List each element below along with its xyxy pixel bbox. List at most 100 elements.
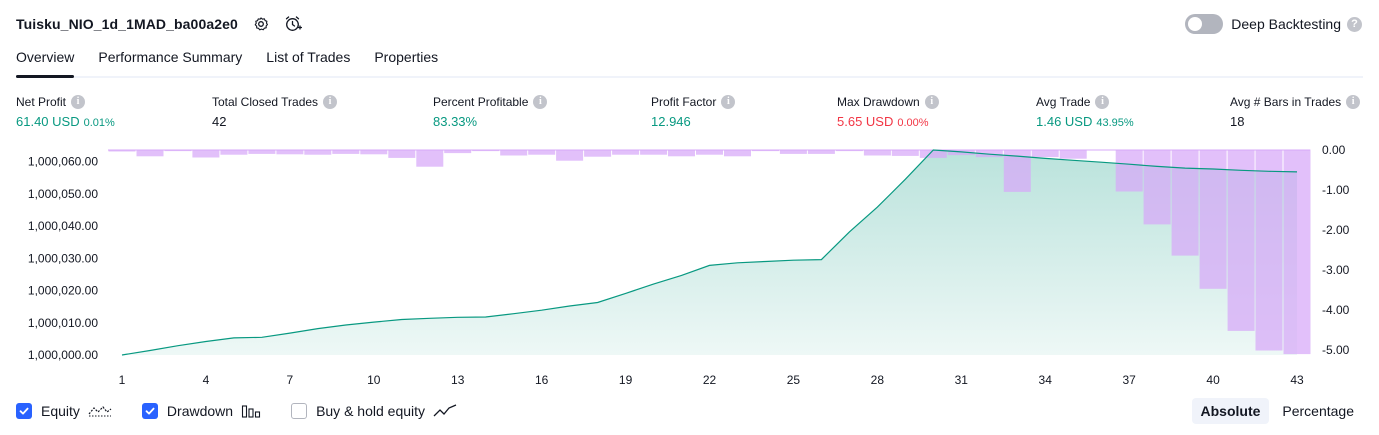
metric-label: Avg Trade [1036,94,1091,109]
mode-absolute[interactable]: Absolute [1191,398,1270,424]
drawdown-bar [416,149,444,167]
drawdown-bar [863,149,891,156]
toggle-knob [1188,17,1203,31]
drawdown-bar [136,149,164,157]
metric-label: Avg # Bars in Trades [1230,94,1342,109]
y-left-tick-label: 1,000,020.00 [28,284,98,298]
drawdown-bar [668,149,695,157]
x-tick-label: 19 [619,373,633,387]
info-icon[interactable]: i [323,94,338,109]
deep-backtesting-toggle[interactable] [1185,14,1224,34]
x-tick-label: 10 [367,373,381,387]
drawdown-bar [248,149,276,154]
equity-area [122,150,1297,355]
x-tick-label: 34 [1039,373,1053,387]
metric-value: 18 [1230,114,1245,129]
drawdown-bar [556,149,584,161]
x-tick-label: 43 [1290,373,1304,387]
y-right-tick-label: 0.00 [1322,143,1346,157]
drawdown-bar [1199,149,1227,289]
help-icon[interactable]: ? [1347,16,1362,32]
drawdown-bar [500,149,528,156]
drawdown-bar [1227,149,1255,331]
metric-total-closed-trades: Total Closed Trades i 42 [212,94,338,130]
drawdown-bar [360,149,388,155]
drawdown-bar [612,149,640,155]
y-right-tick-label: -3.00 [1322,263,1350,277]
equity-line-icon [88,403,112,419]
info-icon[interactable]: i [71,94,86,109]
metric-label: Percent Profitable [433,94,529,109]
drawdown-bar [1031,149,1059,158]
metric-percent-profitable: Percent Profitable i 83.33% [433,94,548,130]
strategy-header: Tuisku_NIO_1d_1MAD_ba00a2e0 [16,13,302,35]
metric-label: Total Closed Trades [212,94,319,109]
drawdown-bar [528,149,556,155]
drawdown-checkbox[interactable] [141,403,158,419]
drawdown-bars-icon [241,403,261,419]
metric-avg-bars-in-trades: Avg # Bars in Trades i 18 [1230,94,1361,130]
drawdown-bar [1115,149,1143,192]
info-icon[interactable]: i [1095,94,1110,109]
drawdown-bar [584,149,612,157]
info-icon[interactable]: i [533,94,548,109]
metric-avg-trade: Avg Trade i 1.46 USD 43.95% [1036,94,1134,130]
add-alert-icon[interactable] [284,15,302,33]
drawdown-bar [276,149,304,155]
metric-label: Profit Factor [651,94,717,109]
y-right-tick-label: -5.00 [1322,343,1350,357]
x-tick-label: 25 [787,373,801,387]
x-tick-label: 4 [203,373,210,387]
drawdown-bar [724,149,751,157]
settings-icon[interactable] [252,15,270,33]
drawdown-bar [779,149,807,154]
tab-properties[interactable]: Properties [374,49,439,65]
equity-checkbox[interactable] [16,403,32,419]
strategy-title: Tuisku_NIO_1d_1MAD_ba00a2e0 [16,16,238,32]
drawdown-bar [304,149,332,155]
metric-profit-factor: Profit Factor i 12.946 [651,94,736,130]
drawdown-bar [192,149,220,158]
deep-backtesting: Deep Backtesting ? [1185,13,1362,35]
y-right-tick-label: -2.00 [1322,223,1350,237]
drawdown-bar [332,149,360,154]
metric-value: 1.46 USD [1036,114,1093,129]
drawdown-bar [975,149,1003,158]
x-tick-label: 1 [119,373,126,387]
metric-value: 61.40 USD [16,114,80,129]
legend-equity[interactable]: Equity [16,403,112,419]
x-tick-label: 7 [287,373,294,387]
tab-list-of-trades[interactable]: List of Trades [266,49,351,65]
legend-label: Buy & hold equity [316,403,426,419]
drawdown-bar [1283,149,1311,355]
y-left-tick-label: 1,000,050.00 [28,187,98,201]
drawdown-bar [1255,149,1283,351]
drawdown-bar [640,149,668,155]
y-right-tick-label: -1.00 [1322,183,1350,197]
metric-label: Max Drawdown [837,94,920,109]
buy-hold-checkbox[interactable] [291,403,308,419]
legend-drawdown[interactable]: Drawdown [141,403,261,419]
y-left-tick-label: 1,000,010.00 [28,316,98,330]
drawdown-bar [444,149,472,154]
metric-sub-value: 0.01% [83,117,115,129]
info-icon[interactable]: i [1346,94,1361,109]
tab-overview[interactable]: Overview [16,48,75,78]
x-tick-label: 28 [871,373,885,387]
metric-max-drawdown: Max Drawdown i 5.65 USD 0.00% [837,94,939,130]
mode-percentage[interactable]: Percentage [1282,403,1354,419]
info-icon[interactable]: i [721,94,736,109]
buy-hold-line-icon [433,403,457,419]
y-left-tick-label: 1,000,040.00 [28,219,98,233]
metric-sub-value: 0.00% [897,117,929,129]
equity-drawdown-chart[interactable]: 1,000,000.00 1,000,010.00 1,000,020.00 1,00… [0,140,1379,390]
info-icon[interactable]: i [924,94,939,109]
drawdown-bar [919,149,947,158]
legend-buy-hold-equity[interactable]: Buy & hold equity [291,403,457,419]
tab-performance-summary[interactable]: Performance Summary [98,49,243,65]
y-left-tick-label: 1,000,000.00 [28,348,98,362]
legend-label: Drawdown [166,403,234,419]
drawdown-bar [1143,149,1171,225]
drawdown-bar [891,149,919,156]
drawdown-bar [696,149,723,155]
